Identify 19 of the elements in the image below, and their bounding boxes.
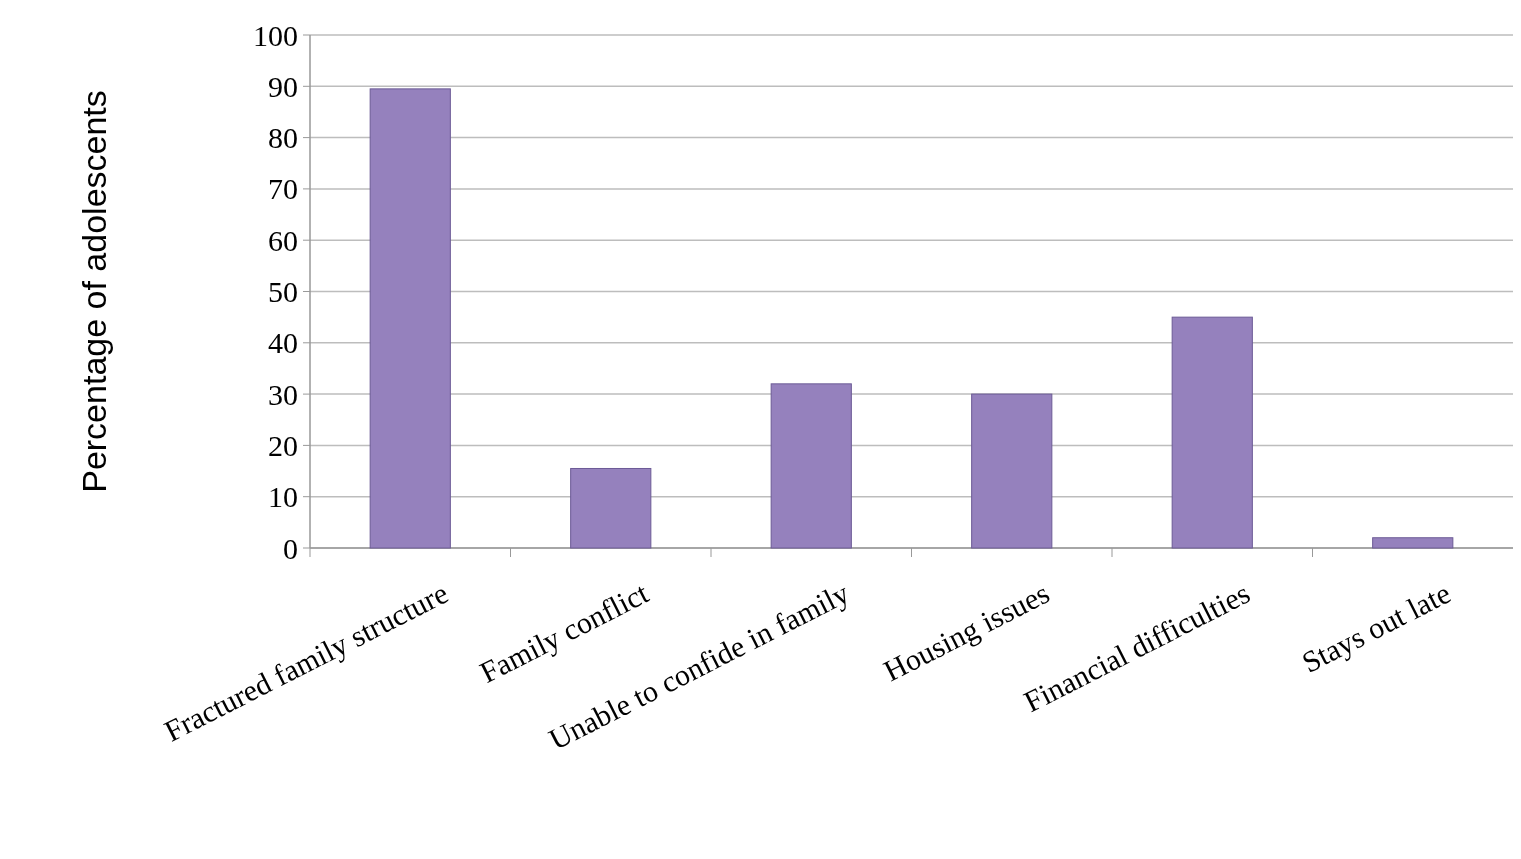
- y-tick-label: 0: [283, 531, 298, 565]
- bar: [770, 383, 852, 549]
- bar: [1171, 316, 1253, 549]
- y-tick-label: 30: [268, 377, 298, 411]
- bar: [971, 393, 1053, 549]
- x-tick-label: Stays out late: [1296, 575, 1456, 679]
- bar: [570, 467, 652, 549]
- y-axis-title: Percentage of adolescents: [75, 90, 113, 493]
- y-tick-label: 80: [268, 121, 298, 155]
- bar: [1372, 537, 1454, 549]
- y-tick-label: 60: [268, 223, 298, 257]
- y-tick-label: 40: [268, 326, 298, 360]
- y-tick-label: 100: [253, 18, 298, 52]
- y-tick-label: 70: [268, 172, 298, 206]
- bar: [369, 88, 451, 549]
- y-tick-label: 90: [268, 69, 298, 103]
- y-tick-label: 20: [268, 428, 298, 462]
- y-tick-label: 10: [268, 480, 298, 514]
- y-tick-label: 50: [268, 275, 298, 308]
